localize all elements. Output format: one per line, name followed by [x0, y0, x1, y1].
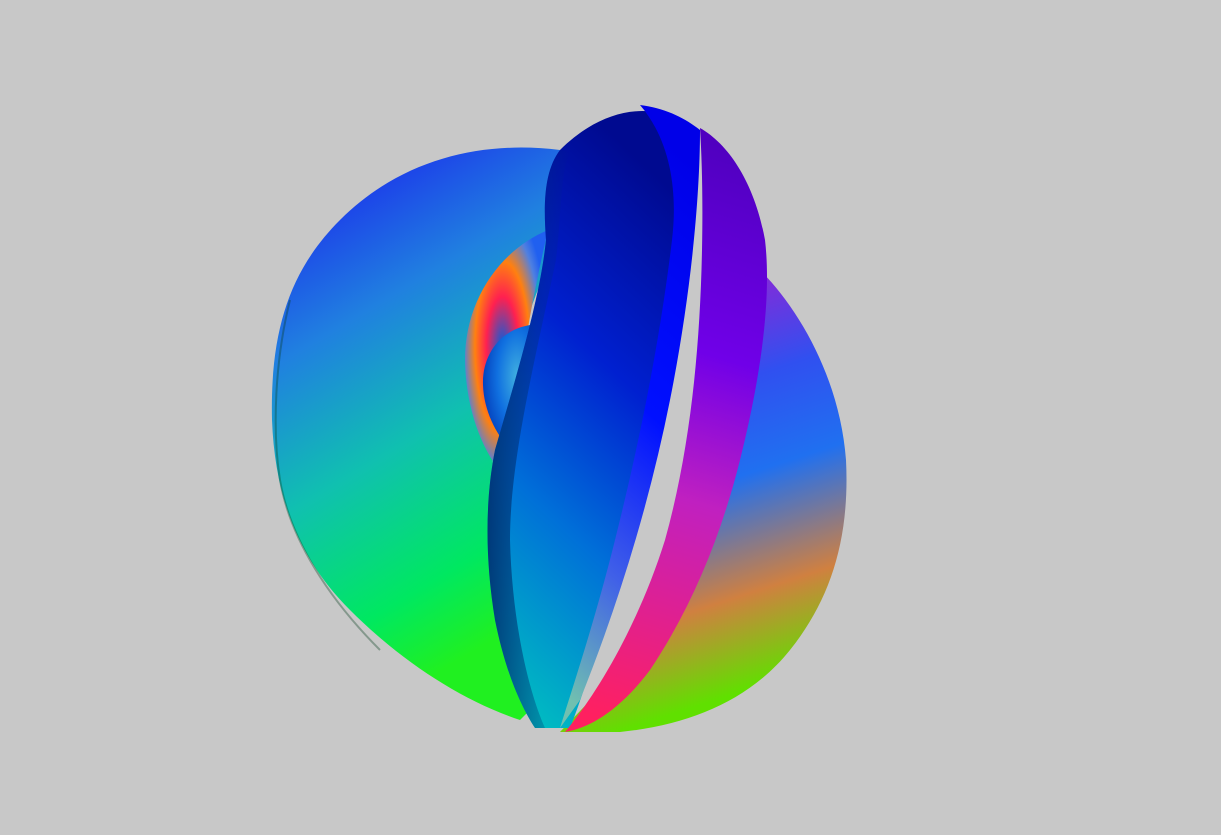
- front-band-left: [487, 111, 688, 728]
- front-band-right: [565, 128, 768, 732]
- torus-outline: [274, 299, 381, 651]
- front-band-shadow: [487, 150, 570, 728]
- back-loop-right: [560, 270, 847, 732]
- front-band-middle: [560, 105, 700, 728]
